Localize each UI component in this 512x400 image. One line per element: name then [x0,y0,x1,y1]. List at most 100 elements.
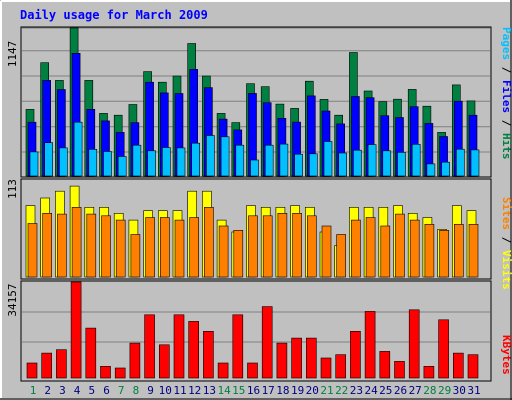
bar-pages-day-15 [235,144,245,177]
legend-part: KBytes [500,335,512,375]
bar-kbytes-day-8 [129,342,141,379]
bar-kbytes-day-24 [364,311,376,379]
bar-sites-day-29 [439,230,449,278]
x-tick-label-3: 3 [59,384,66,397]
x-tick-label-7: 7 [118,384,125,397]
bar-pages-day-20 [308,153,318,177]
x-tick-label-9: 9 [147,384,154,397]
bar-pages-day-23 [353,149,362,177]
bar-kbytes-day-13 [203,330,214,379]
bar-pages-day-29 [441,161,450,177]
x-tick-label-13: 13 [203,384,216,397]
bar-sites-day-10 [160,217,170,278]
bar-kbytes-day-5 [85,327,97,379]
bar-pages-day-24 [367,144,377,177]
bar-kbytes-day-4 [70,281,82,379]
bar-kbytes-day-7 [114,367,126,379]
bar-pages-day-22 [338,152,348,177]
bar-kbytes-day-19 [291,337,302,379]
bar-kbytes-day-14 [217,362,229,379]
bar-kbytes-day-1 [26,362,38,379]
x-axis-labels: 1 2 3 4 5 6 7 8 9 10 11 12 13 14 15 16 17 18 19 20 21 22 23 24 2… [30,384,481,397]
bar-kbytes-day-27 [408,309,420,379]
bar-sites-day-9 [145,217,155,278]
bottom-panel-legend: KBytes [500,335,512,375]
bar-sites-day-6 [101,215,111,278]
bar-pages-day-1 [29,151,39,177]
chart-bars [22,27,490,379]
bar-sites-day-13 [204,207,214,278]
x-tick-label-24: 24 [364,384,378,397]
bar-sites-day-1 [27,223,38,278]
x-tick-label-16: 16 [247,384,260,397]
bar-pages-day-13 [206,135,215,177]
bar-pages-day-28 [426,163,436,177]
bar-sites-day-30 [453,224,464,278]
bar-kbytes-day-10 [159,344,170,379]
x-tick-label-1: 1 [30,384,37,397]
x-tick-label-31: 31 [467,384,480,397]
x-tick-label-10: 10 [159,384,172,397]
bar-pages-day-8 [132,144,142,177]
bar-sites-day-19 [292,213,302,278]
bar-sites-day-11 [174,219,185,278]
bar-pages-day-2 [44,142,54,177]
legend-part: Sites [500,197,512,230]
x-tick-label-12: 12 [188,384,201,397]
bar-kbytes-day-9 [144,314,155,379]
bar-sites-day-12 [189,217,199,278]
bar-pages-day-5 [88,149,98,177]
bar-pages-day-12 [191,142,200,177]
bar-sites-day-5 [86,213,97,278]
bar-pages-day-9 [147,150,156,177]
bar-kbytes-day-2 [41,352,53,379]
legend-part: Files [500,80,512,113]
bar-pages-day-4 [73,121,83,177]
chart-title: Daily usage for March 2009 [20,8,208,22]
bar-kbytes-day-11 [173,314,185,379]
bar-sites-day-2 [42,213,53,278]
x-tick-label-21: 21 [320,384,333,397]
bar-sites-day-27 [409,219,420,278]
bar-pages-day-3 [59,147,68,177]
bar-kbytes-day-22 [335,354,347,379]
bar-sites-day-4 [71,207,82,278]
bar-kbytes-day-17 [261,306,273,379]
x-tick-label-27: 27 [409,384,422,397]
top-panel-max-label: 1147 [6,41,19,68]
bar-sites-day-28 [424,224,435,278]
bar-sites-day-26 [395,213,405,278]
x-tick-label-29: 29 [438,384,451,397]
bar-kbytes-day-31 [467,354,479,379]
bar-sites-day-16 [248,215,258,278]
middle-panel-legend: Sites / Visits [500,197,512,290]
bar-sites-day-8 [130,234,141,278]
bar-sites-day-7 [115,219,126,278]
bar-sites-day-25 [380,225,391,278]
bar-sites-day-18 [277,213,288,278]
bar-kbytes-day-28 [423,365,435,379]
legend-part: Pages [500,27,512,60]
legend-part: / [500,113,512,133]
x-tick-label-19: 19 [291,384,304,397]
bar-kbytes-day-15 [232,314,244,379]
bar-pages-day-11 [176,147,186,177]
bar-sites-day-24 [365,217,376,278]
bar-pages-day-27 [411,144,421,177]
legend-part: / [500,60,512,80]
bar-kbytes-day-12 [188,321,199,379]
bar-pages-day-18 [279,143,289,177]
bar-kbytes-day-23 [350,330,361,379]
bar-kbytes-day-25 [379,351,391,379]
bar-pages-day-31 [470,149,480,177]
x-tick-label-4: 4 [74,384,81,397]
bar-sites-day-14 [218,225,229,278]
x-tick-label-30: 30 [453,384,466,397]
bar-sites-day-17 [262,215,273,278]
bar-kbytes-day-6 [100,365,111,379]
legend-part: / [500,230,512,250]
x-tick-label-28: 28 [423,384,436,397]
bar-kbytes-day-30 [452,352,464,379]
